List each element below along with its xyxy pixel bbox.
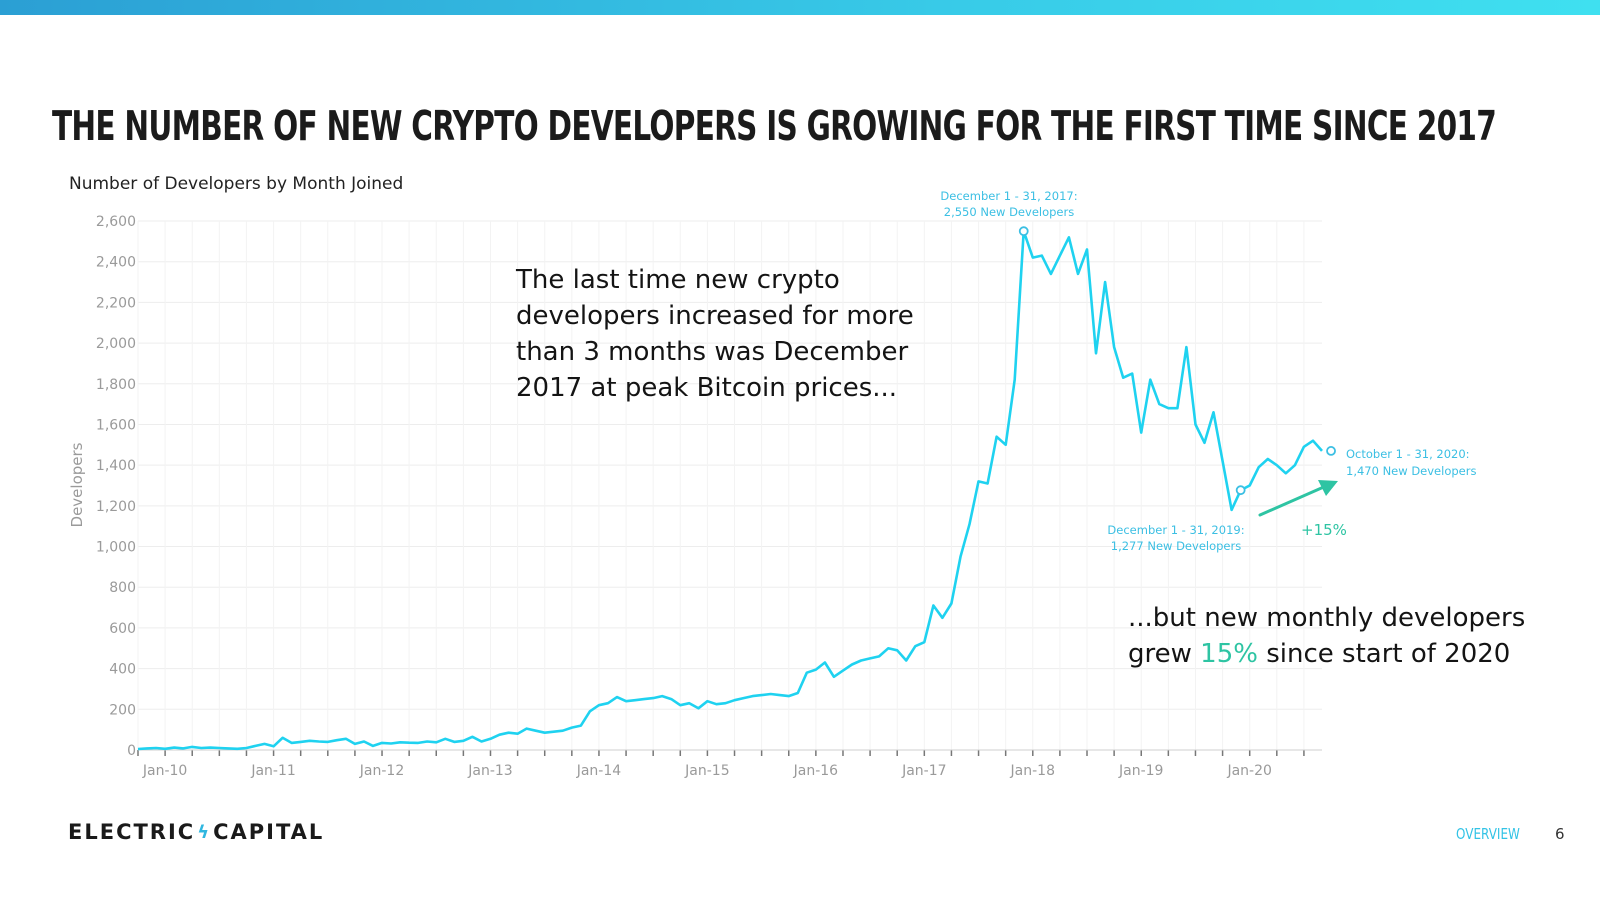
x-tick-label: Jan-16: [793, 763, 839, 779]
page-number: 6: [1555, 825, 1565, 843]
lightning-bolt-icon: ϟ: [197, 821, 212, 843]
y-tick-label: 400: [109, 662, 136, 678]
y-tick-label: 1,800: [96, 377, 136, 393]
top-accent-bar: [0, 0, 1600, 15]
y-tick-label: 2,200: [96, 295, 136, 311]
y-tick-label: 2,000: [96, 336, 136, 352]
annotation-peak-line1: December 1 - 31, 2017:: [940, 189, 1077, 203]
y-tick-label: 2,600: [96, 214, 136, 230]
callout-right-text-start: ...but new monthly developers grew: [1128, 603, 1526, 669]
electric-capital-logo: ELECTRIC ϟ CAPITAL: [68, 820, 324, 844]
x-tick-label: Jan-17: [901, 763, 946, 779]
callout-left: The last time new crypto developers incr…: [516, 262, 916, 406]
x-tick-label: Jan-12: [359, 763, 404, 779]
growth-arrow-shaft: [1258, 484, 1328, 517]
annotation-dec2019-line2: 1,277 New Developers: [1111, 539, 1241, 553]
chart-title: Number of Developers by Month Joined: [69, 174, 404, 194]
peak-marker: [1018, 226, 1029, 237]
y-tick-label: 200: [109, 702, 136, 718]
y-tick-label: 600: [109, 621, 136, 637]
x-tick-label: Jan-13: [467, 763, 512, 779]
callout-right: ...but new monthly developers grew 15% s…: [1128, 600, 1548, 672]
x-tick-label: Jan-11: [250, 763, 295, 779]
callout-right-text-end: since start of 2020: [1257, 639, 1511, 669]
oct-2020-marker: [1326, 446, 1336, 456]
x-tick-label: Jan-15: [684, 763, 729, 779]
footer-section-link[interactable]: OVERVIEW: [1456, 825, 1520, 843]
growth-arrow-head: [1318, 480, 1338, 496]
y-tick-label: 1,600: [96, 417, 136, 433]
y-tick-label: 1,400: [96, 458, 136, 474]
x-tick-label: Jan-18: [1010, 763, 1055, 779]
x-tick-label: Jan-20: [1226, 763, 1271, 779]
y-tick-label: 0: [127, 743, 136, 759]
y-tick-label: 2,400: [96, 255, 136, 271]
y-tick-label: 1,200: [96, 499, 136, 515]
annotation-oct2020-line1: October 1 - 31, 2020:: [1346, 447, 1470, 461]
x-tick-label: Jan-19: [1118, 763, 1163, 779]
y-axis-label: Developers: [68, 442, 86, 527]
x-tick-label: Jan-10: [142, 763, 187, 779]
dec-2019-marker: [1235, 485, 1246, 496]
callout-right-accent: 15%: [1200, 639, 1258, 669]
logo-text-left: ELECTRIC: [68, 820, 196, 844]
callout-left-text: The last time new crypto developers incr…: [516, 265, 914, 403]
series-line: [137, 229, 1323, 751]
annotation-peak-line2: 2,550 New Developers: [944, 205, 1074, 219]
y-tick-label: 800: [109, 580, 136, 596]
annotation-dec2019-line1: December 1 - 31, 2019:: [1107, 523, 1244, 537]
growth-percent-label: +15%: [1301, 521, 1347, 539]
x-tick-label: Jan-14: [576, 763, 622, 779]
y-tick-label: 1,000: [96, 540, 136, 556]
annotation-oct2020-line2: 1,470 New Developers: [1346, 464, 1476, 478]
logo-text-right: CAPITAL: [213, 820, 325, 844]
